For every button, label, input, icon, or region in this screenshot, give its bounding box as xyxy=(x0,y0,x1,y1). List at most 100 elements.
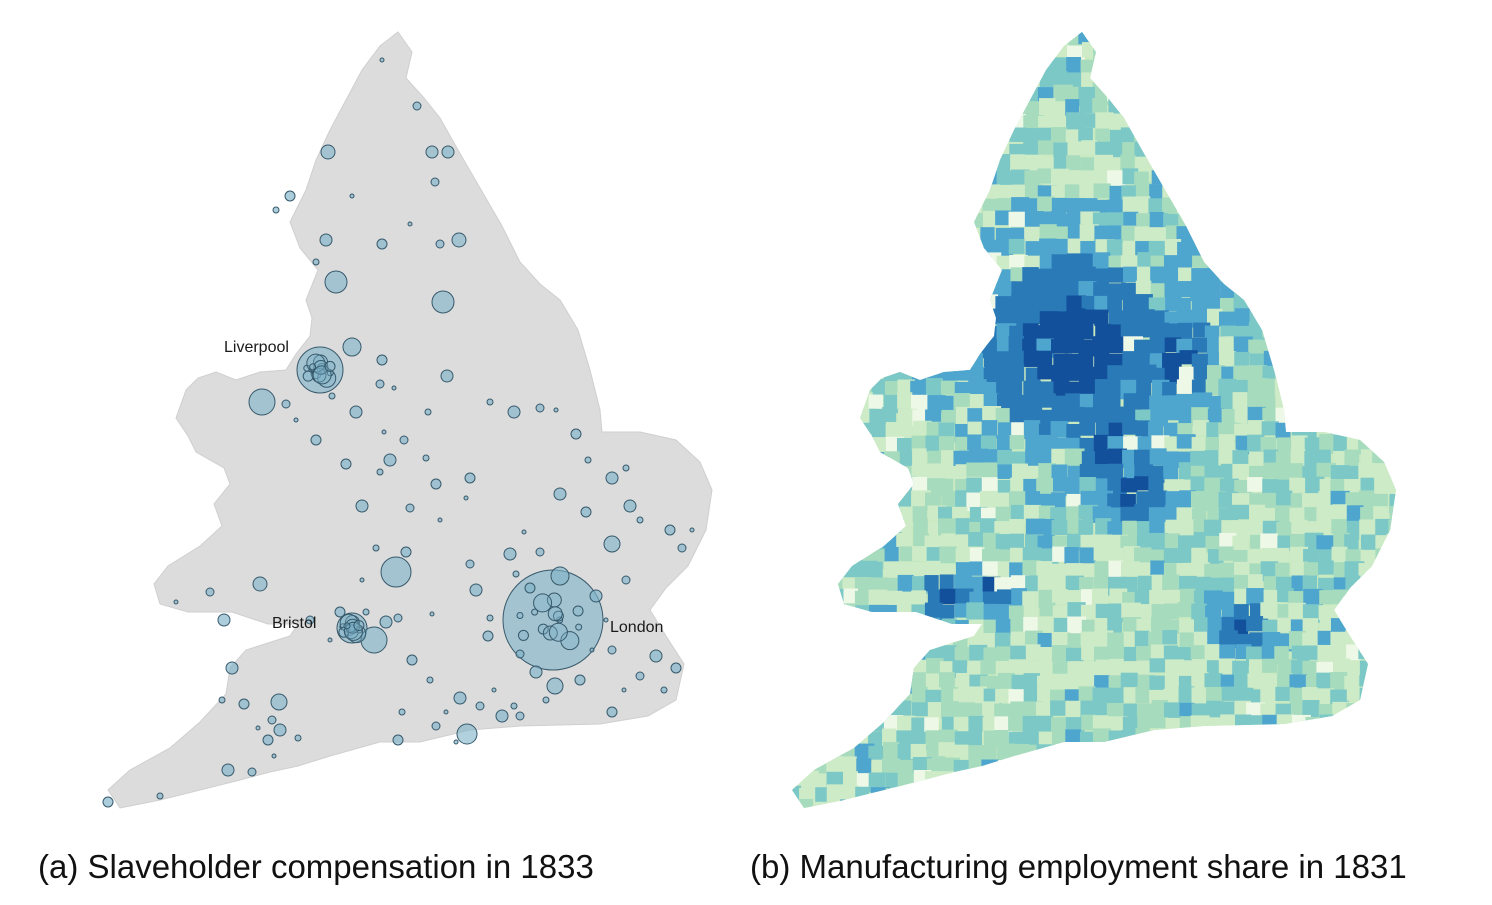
choropleth-tile xyxy=(856,282,872,297)
choropleth-tile xyxy=(939,266,958,283)
choropleth-tile xyxy=(983,603,999,622)
choropleth-tile xyxy=(885,787,902,803)
choropleth-tile xyxy=(1194,813,1209,830)
choropleth-tile xyxy=(968,73,983,92)
choropleth-tile xyxy=(1330,631,1348,650)
choropleth-tile xyxy=(1290,58,1307,74)
choropleth-tile xyxy=(1304,645,1320,660)
choropleth-tile xyxy=(953,140,973,159)
choropleth-tile xyxy=(1305,716,1320,734)
choropleth-tile xyxy=(829,196,846,215)
choropleth-tile xyxy=(854,323,870,339)
choropleth-tile xyxy=(997,603,1013,622)
choropleth-tile xyxy=(1302,700,1320,720)
choropleth-tile xyxy=(870,140,890,158)
choropleth-tile xyxy=(996,171,1015,189)
choropleth-tile xyxy=(1318,409,1336,425)
choropleth-tile xyxy=(798,99,814,115)
choropleth-tile xyxy=(1204,100,1222,116)
choropleth-tile xyxy=(843,324,860,345)
choropleth-tile xyxy=(1066,744,1086,762)
choropleth-tile xyxy=(1275,269,1294,286)
choropleth-tile xyxy=(869,311,888,326)
choropleth-tile xyxy=(1260,282,1279,302)
choropleth-tile xyxy=(912,114,931,134)
choropleth-tile xyxy=(1235,435,1250,455)
choropleth-tile xyxy=(840,451,857,468)
choropleth-tile xyxy=(954,32,975,44)
choropleth-tile xyxy=(898,126,916,145)
choropleth-tile xyxy=(940,322,957,342)
choropleth-tile xyxy=(983,772,1003,791)
choropleth-tile xyxy=(938,799,959,808)
choropleth-tile xyxy=(1304,365,1322,382)
choropleth-tile xyxy=(1205,43,1223,59)
choropleth-tile xyxy=(982,126,1000,144)
choropleth-tile xyxy=(925,283,945,302)
choropleth-tile xyxy=(898,784,919,800)
choropleth-tile xyxy=(1151,140,1168,157)
choropleth-tile xyxy=(1178,785,1199,800)
compensation-bubble xyxy=(312,258,320,266)
choropleth-tile xyxy=(939,239,960,256)
choropleth-tile xyxy=(1344,56,1363,72)
choropleth-tile xyxy=(1064,184,1083,199)
choropleth-tile xyxy=(1388,548,1396,566)
choropleth-tile xyxy=(1305,227,1322,242)
choropleth-tile xyxy=(1206,308,1223,329)
choropleth-tile xyxy=(1050,421,1069,438)
choropleth-tile xyxy=(1233,142,1253,158)
choropleth-tile xyxy=(1359,490,1375,510)
choropleth-tile xyxy=(1178,183,1194,198)
choropleth-tile xyxy=(912,255,930,274)
choropleth-tile xyxy=(854,492,872,512)
compensation-bubble xyxy=(512,570,520,578)
choropleth-tile xyxy=(1165,799,1185,808)
choropleth-tile xyxy=(1346,352,1365,372)
choropleth-tile xyxy=(953,393,971,411)
choropleth-tile xyxy=(1204,171,1221,188)
choropleth-tile xyxy=(1092,742,1111,760)
choropleth-tile xyxy=(1010,451,1027,468)
choropleth-tile xyxy=(843,381,859,397)
choropleth-tile xyxy=(1177,828,1197,840)
choropleth-tile xyxy=(1302,757,1320,775)
choropleth-tile xyxy=(885,577,901,595)
choropleth-tile xyxy=(1316,688,1335,708)
choropleth-tile xyxy=(1332,785,1351,805)
choropleth-tile xyxy=(812,32,830,46)
choropleth-tile xyxy=(1305,395,1323,410)
choropleth-tile xyxy=(826,185,844,206)
choropleth-tile xyxy=(826,491,845,511)
choropleth-tile xyxy=(1233,168,1248,188)
choropleth-tile xyxy=(1148,787,1169,803)
compensation-bubble xyxy=(482,630,494,642)
choropleth-tile xyxy=(1233,826,1249,840)
choropleth-tile xyxy=(1317,240,1335,256)
choropleth-tile xyxy=(899,310,916,327)
choropleth-tile xyxy=(843,115,859,136)
choropleth-tile xyxy=(1219,532,1237,550)
choropleth-tile xyxy=(1305,57,1322,73)
choropleth-tile xyxy=(1261,182,1281,200)
choropleth-tile xyxy=(798,408,814,427)
choropleth-tile xyxy=(1221,32,1237,46)
choropleth-tile xyxy=(925,730,941,746)
choropleth-tile xyxy=(912,57,930,73)
choropleth-tile xyxy=(800,618,816,634)
choropleth-tile xyxy=(1011,72,1026,91)
choropleth-tile xyxy=(1232,463,1249,482)
choropleth-tile xyxy=(983,155,998,175)
choropleth-tile xyxy=(1303,154,1321,170)
choropleth-tile xyxy=(854,115,874,133)
choropleth-tile xyxy=(1134,115,1151,135)
choropleth-tile xyxy=(1134,630,1150,650)
choropleth-tile xyxy=(843,771,858,789)
choropleth-tile xyxy=(1205,773,1221,791)
choropleth-tile xyxy=(967,126,986,142)
choropleth-tile xyxy=(843,588,858,607)
choropleth-tile xyxy=(1149,32,1169,49)
choropleth-tile xyxy=(1151,170,1167,185)
choropleth-tile xyxy=(954,322,974,342)
choropleth-tile xyxy=(1066,155,1081,171)
